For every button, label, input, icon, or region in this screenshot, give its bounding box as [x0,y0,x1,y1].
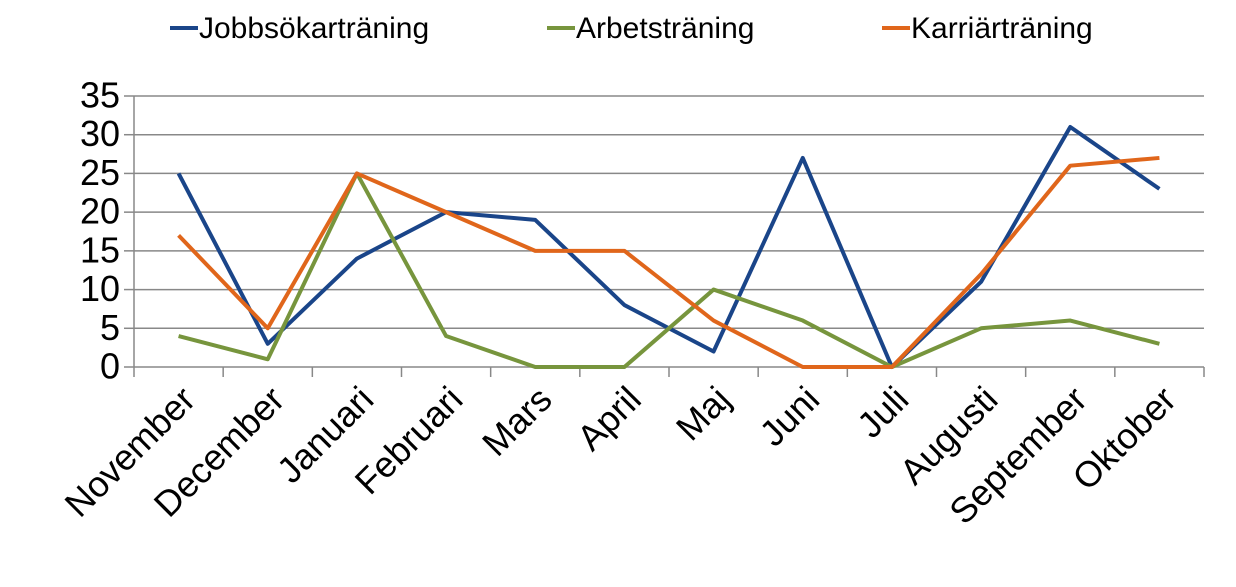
legend-label: Jobbsökarträning [199,12,429,45]
x-tick-label: Mars [474,378,560,464]
y-tick-label: 30 [80,113,120,154]
x-tick-label: Juli [849,378,916,445]
x-tick-label: April [569,378,649,458]
y-tick-label: 5 [100,307,120,348]
y-tick-label: 20 [80,191,120,232]
series-line [177,155,1160,369]
legend-label: Karriärträning [911,12,1093,45]
y-tick-label: 10 [80,268,120,309]
y-tick-label: 0 [100,346,120,387]
x-tick-label: Juni [751,378,827,454]
y-tick-label: 15 [80,229,120,270]
y-tick-label: 25 [80,152,120,193]
series-line [176,124,1161,369]
x-tick-label: Maj [668,378,738,448]
series-line [178,171,1160,369]
y-tick-label: 35 [80,75,120,116]
legend-label: Arbetsträning [576,12,754,45]
